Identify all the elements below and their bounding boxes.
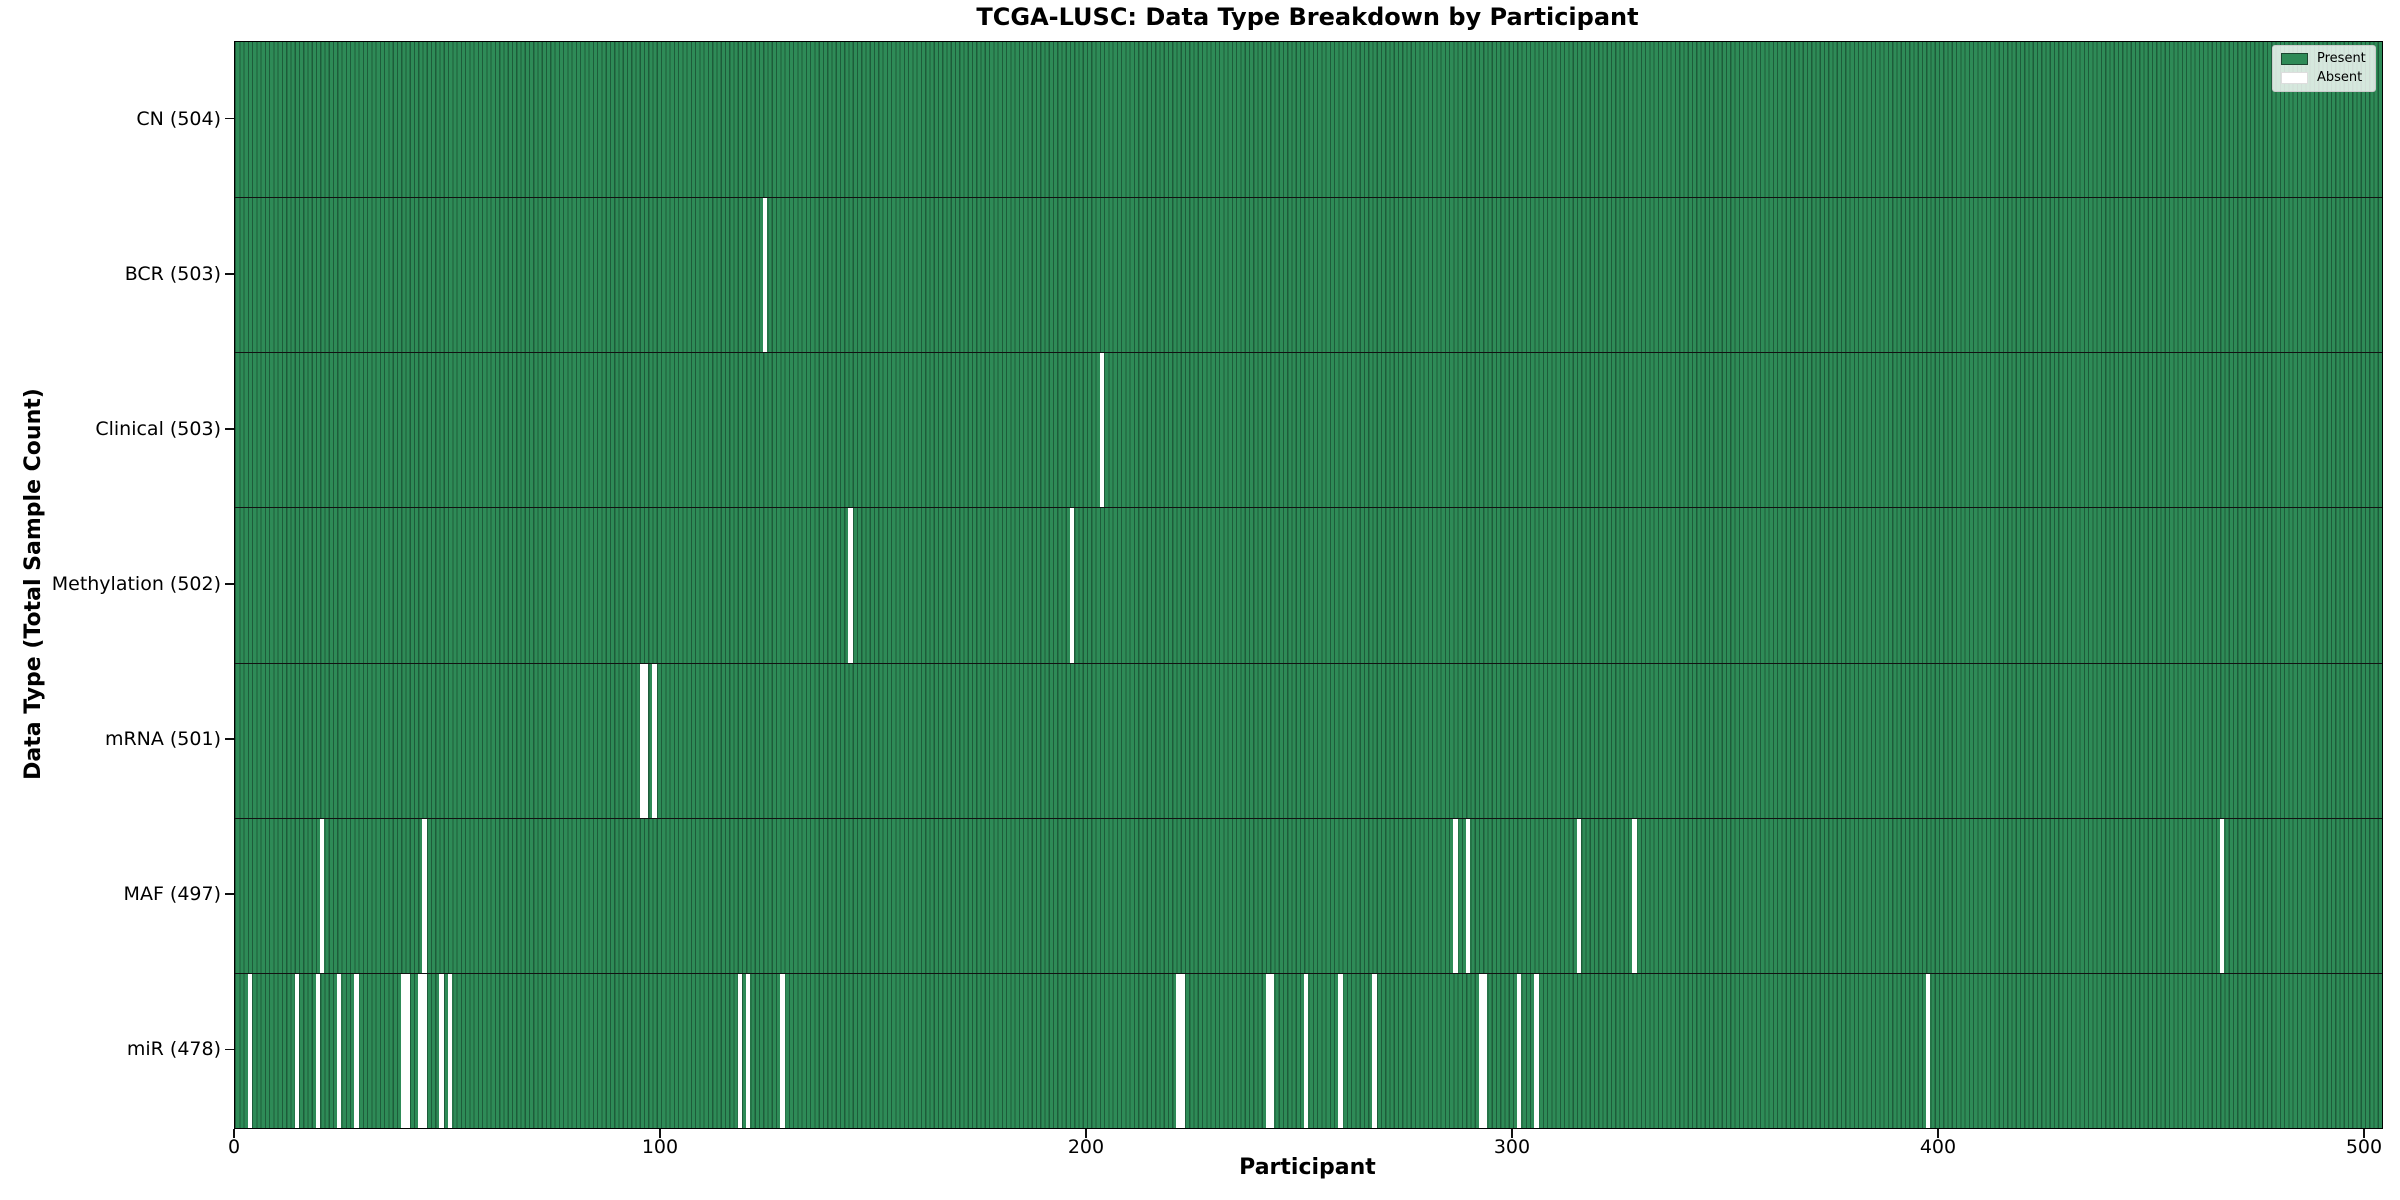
x-tick-mark [659, 1129, 661, 1138]
y-tick-label-MAF: MAF (497) [123, 883, 221, 906]
y-tick-label-CN: CN (504) [136, 107, 221, 130]
x-tick-label-200: 200 [1067, 1136, 1105, 1158]
absent-gap-miR-243 [1270, 973, 1275, 1128]
absent-gap-Clinical-203 [1099, 353, 1104, 508]
x-tick-mark [2363, 1129, 2365, 1138]
y-tick-mark [225, 428, 234, 430]
x-tick-label-500: 500 [2345, 1136, 2383, 1158]
absent-gap-miR-222 [1180, 973, 1185, 1128]
absent-gap-miR-43 [418, 973, 423, 1128]
absent-gap-miR-24 [337, 973, 342, 1128]
row-CN [235, 42, 2382, 198]
absent-gap-miR-3 [247, 973, 253, 1128]
absent-gap-miR-292 [1478, 973, 1484, 1128]
y-tick-mark [225, 1048, 234, 1051]
absent-gap-miR-251 [1304, 973, 1309, 1128]
absent-gap-miR-221 [1176, 973, 1181, 1128]
absent-gap-miR-19 [315, 973, 321, 1128]
y-tick-mark [225, 893, 234, 896]
absent-gap-miR-50 [447, 973, 453, 1128]
absent-gap-miR-118 [737, 973, 742, 1128]
plot-area [234, 41, 2383, 1129]
absent-gap-miR-293 [1483, 973, 1488, 1128]
absent-gap-mRNA-98 [652, 663, 657, 818]
legend: Present Absent [2272, 45, 2376, 92]
x-tick-mark [1937, 1129, 1939, 1138]
absent-gap-MAF-286 [1453, 818, 1458, 973]
absent-gap-MAF-20 [320, 818, 325, 973]
row-Clinical [235, 352, 2382, 508]
absent-gap-miR-39 [401, 973, 406, 1128]
absent-gap-MAF-466 [2220, 818, 2225, 973]
y-tick-label-Clinical: Clinical (503) [95, 417, 221, 440]
absent-gap-miR-48 [439, 973, 444, 1128]
x-tick-mark [1511, 1129, 1513, 1138]
y-tick-label-mRNA: mRNA (501) [104, 728, 221, 751]
row-BCR [235, 197, 2382, 353]
absent-gap-MAF-44 [422, 818, 427, 973]
absent-gap-miR-44 [422, 973, 427, 1128]
legend-swatch-absent [2281, 72, 2308, 84]
absent-gap-BCR-124 [763, 198, 768, 353]
absent-gap-miR-301 [1517, 973, 1522, 1128]
absent-gap-miR-242 [1265, 973, 1271, 1128]
absent-gap-mRNA-96 [643, 663, 649, 818]
absent-gap-miR-267 [1372, 973, 1377, 1128]
absent-gap-miR-305 [1534, 973, 1539, 1128]
row-mRNA [235, 662, 2382, 818]
absent-gap-miR-259 [1338, 973, 1343, 1128]
legend-entry-absent: Absent [2281, 71, 2367, 85]
legend-label: Absent [2317, 70, 2363, 85]
row-Methylation [235, 507, 2382, 663]
x-tick-mark [1085, 1129, 1087, 1138]
x-axis-label: Participant [1239, 1155, 1376, 1180]
absent-gap-miR-397 [1926, 973, 1931, 1128]
absent-gap-MAF-315 [1576, 818, 1582, 973]
x-tick-label-100: 100 [641, 1136, 679, 1158]
absent-gap-MAF-289 [1466, 818, 1471, 973]
x-tick-label-0: 0 [227, 1136, 241, 1158]
y-tick-label-Methylation: Methylation (502) [51, 573, 221, 595]
row-MAF [235, 817, 2382, 973]
chart-title: TCGA-LUSC: Data Type Breakdown by Partic… [976, 3, 1639, 31]
x-tick-label-400: 400 [1919, 1136, 1957, 1158]
absent-gap-MAF-328 [1632, 818, 1637, 973]
absent-gap-miR-14 [294, 973, 299, 1128]
y-tick-mark [225, 738, 234, 740]
x-tick-mark [233, 1129, 235, 1138]
absent-gap-Methylation-144 [848, 508, 853, 663]
absent-gap-miR-120 [746, 973, 751, 1128]
row-miR [235, 972, 2382, 1128]
y-tick-mark [225, 272, 234, 275]
absent-gap-miR-28 [354, 973, 359, 1128]
legend-entry-present: Present [2281, 52, 2367, 66]
absent-gap-Methylation-196 [1069, 508, 1075, 663]
absent-gap-miR-40 [405, 973, 410, 1128]
y-tick-label-miR: miR (478) [126, 1038, 221, 1061]
y-tick-label-BCR: BCR (503) [124, 262, 221, 285]
absent-gap-miR-128 [780, 973, 785, 1128]
x-tick-label-300: 300 [1493, 1136, 1531, 1158]
legend-swatch-present [2281, 53, 2308, 65]
legend-label: Present [2317, 51, 2366, 66]
y-tick-mark [225, 117, 234, 120]
y-tick-mark [225, 583, 234, 585]
absent-gap-mRNA-95 [639, 663, 644, 818]
